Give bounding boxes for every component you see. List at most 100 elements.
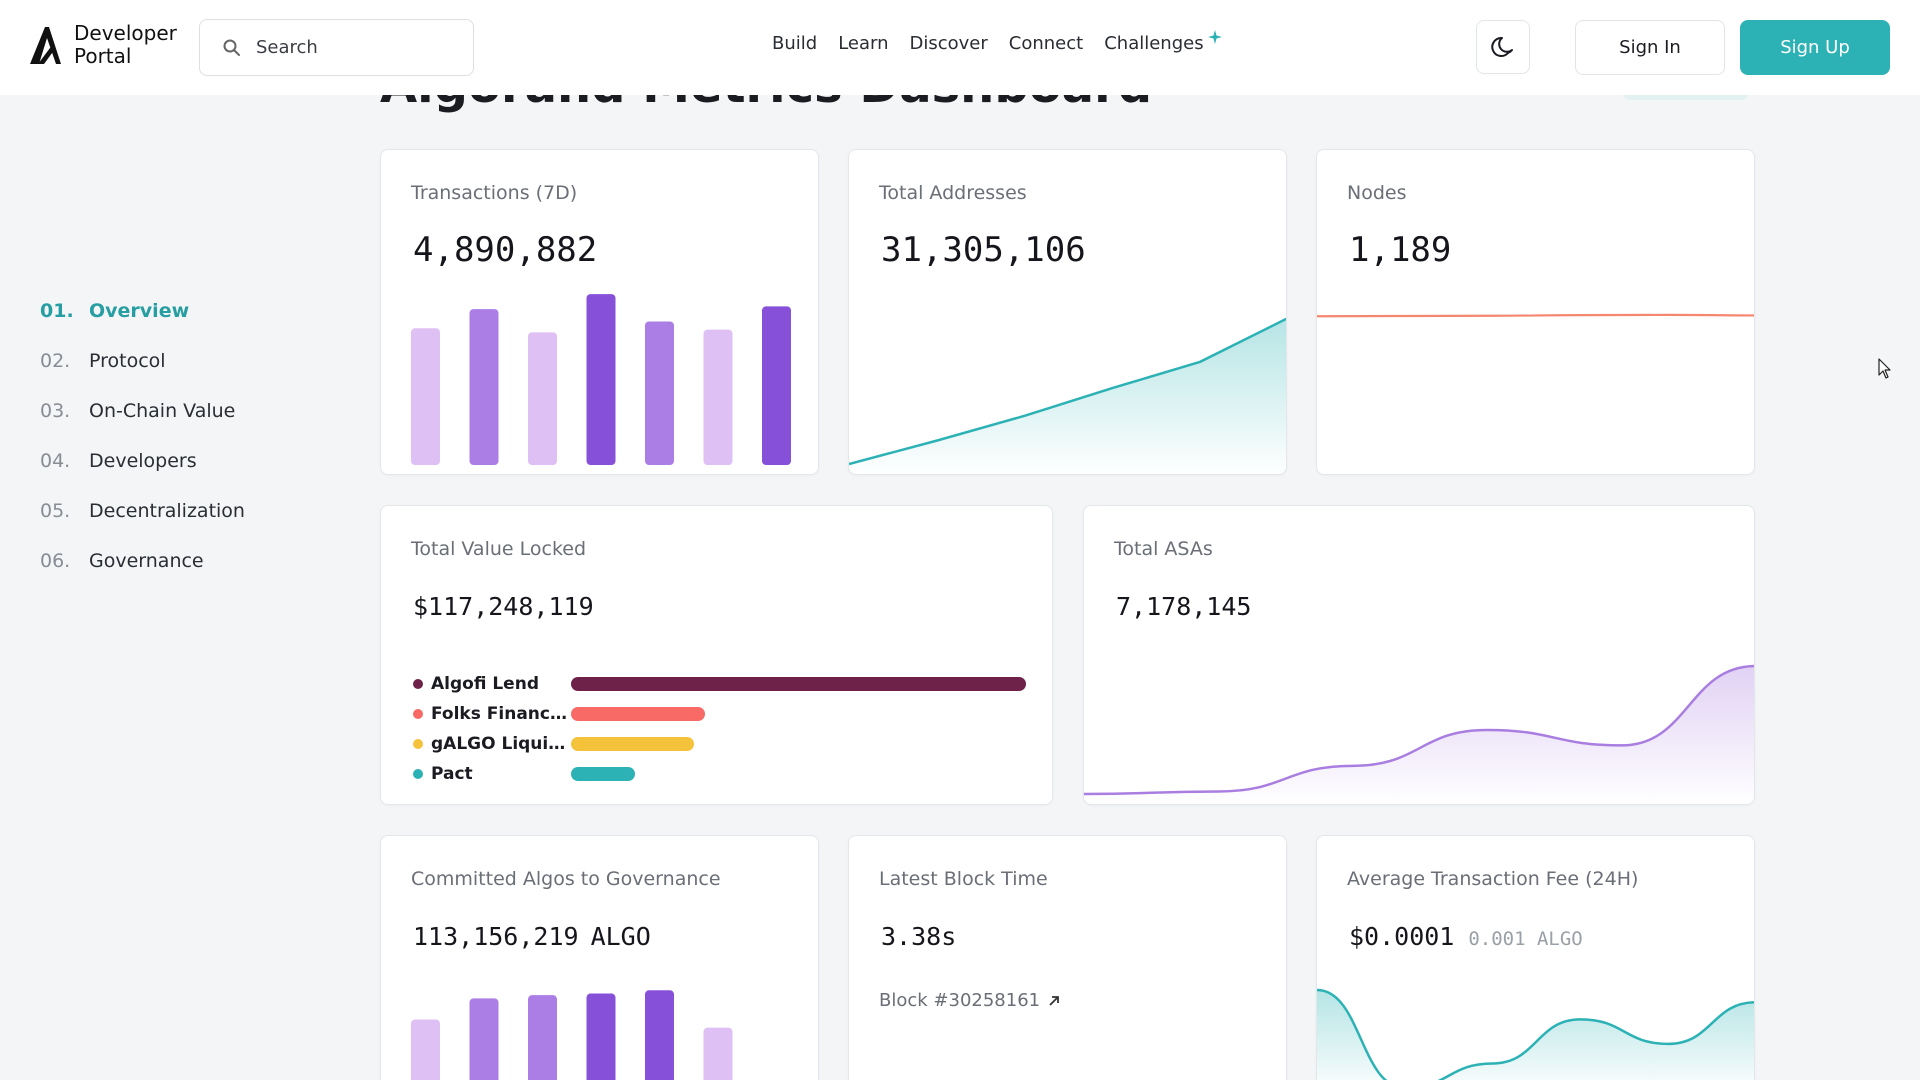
card-value: 3.38s	[881, 922, 957, 951]
nodes-line-chart	[1317, 313, 1754, 318]
bar	[469, 309, 499, 465]
card-value: 31,305,106	[881, 230, 1086, 270]
tvl-card: Total Value Locked $117,248,119 Algofi L…	[380, 505, 1053, 805]
search-icon	[223, 39, 240, 56]
sidebar-item-decentralization[interactable]: 05. Decentralization	[40, 486, 245, 536]
tvl-protocol-name: Algofi Lend	[431, 674, 539, 694]
asas-area-chart	[1084, 664, 1754, 804]
addresses-area-chart	[849, 317, 1286, 474]
card-value: 4,890,882	[413, 230, 598, 270]
addresses-card: Total Addresses 31,305,106	[848, 149, 1287, 475]
avg-fee-value: $0.0001	[1349, 922, 1455, 951]
governance-card: Committed Algos to Governance 113,156,21…	[380, 835, 819, 1080]
external-arrow-icon	[1049, 995, 1060, 1006]
block-link-label: Block #30258161	[879, 990, 1041, 1011]
card-label: Transactions (7D)	[411, 182, 578, 204]
sidebar-item-label: Decentralization	[89, 500, 245, 522]
area-fill	[1317, 990, 1754, 1080]
logo[interactable]: Developer Portal	[28, 22, 177, 68]
tvl-row: Pact	[413, 759, 1026, 789]
card-label: Total ASAs	[1114, 538, 1213, 560]
legend-dot	[413, 709, 423, 719]
area-fill	[849, 318, 1286, 474]
sidebar-item-developers[interactable]: 04. Developers	[40, 436, 245, 486]
area-fill	[1084, 666, 1754, 804]
sidebar-item-label: Developers	[89, 450, 197, 472]
sidebar-item-label: Overview	[89, 300, 190, 322]
sign-up-button[interactable]: Sign Up	[1740, 20, 1890, 75]
bar	[469, 998, 499, 1080]
avg-fee-card: Average Transaction Fee (24H) $0.0001 0.0…	[1316, 835, 1755, 1080]
tvl-bar-track	[571, 677, 1026, 691]
nav-learn[interactable]: Learn	[838, 33, 889, 54]
tvl-bar	[571, 707, 706, 721]
area-line	[849, 317, 1286, 466]
area-line	[1317, 988, 1754, 1080]
search-input[interactable]	[256, 37, 456, 58]
logo-line-2: Portal	[74, 44, 132, 68]
bar	[703, 329, 733, 465]
theme-toggle-button[interactable]	[1476, 20, 1530, 74]
tvl-bar-track	[571, 737, 1026, 751]
tvl-bar-track	[571, 707, 1026, 721]
nodes-card: Nodes 1,189	[1316, 149, 1755, 475]
avg-fee-algo: 0.001 ALGO	[1468, 928, 1583, 950]
card-label: Nodes	[1347, 182, 1407, 204]
sidebar-item-label: On-Chain Value	[89, 400, 236, 422]
nav-discover[interactable]: Discover	[909, 33, 988, 54]
tvl-row: Folks Finance ...	[413, 699, 1026, 729]
nav-connect[interactable]: Connect	[1008, 33, 1084, 54]
sidebar-item-number: 04.	[40, 450, 71, 472]
area-line	[1084, 664, 1754, 796]
tvl-bar	[571, 677, 1026, 691]
mouse-cursor-icon	[1878, 358, 1891, 379]
sidebar-item-number: 05.	[40, 500, 71, 522]
bar	[411, 328, 440, 465]
search-box[interactable]	[199, 19, 474, 76]
tvl-bar	[571, 737, 694, 751]
card-value: 7,178,145	[1116, 592, 1252, 621]
sidebar-item-governance[interactable]: 06. Governance	[40, 536, 245, 586]
line-series	[1317, 313, 1754, 318]
block-link[interactable]: Block #30258161	[879, 990, 1060, 1011]
avg-fee-area-chart	[1317, 988, 1754, 1080]
nav-challenges-label: Challenges	[1104, 33, 1204, 54]
card-value: 1,189	[1349, 230, 1452, 270]
sidebar-item-number: 02.	[40, 350, 71, 372]
sidebar-item-label: Governance	[89, 550, 204, 572]
bar	[411, 1019, 440, 1080]
main-nav: Build Learn Discover Connect Challenges	[772, 30, 1222, 54]
bar	[762, 306, 791, 465]
bar	[528, 995, 557, 1080]
sign-in-button[interactable]: Sign In	[1575, 20, 1725, 75]
top-header: Developer Portal Build Learn Discover Co…	[0, 0, 1920, 95]
nav-challenges[interactable]: Challenges	[1104, 30, 1222, 54]
transactions-card: Transactions (7D) 4,890,882	[380, 149, 819, 475]
transactions-bar-chart	[411, 294, 791, 465]
sidebar-item-protocol[interactable]: 02. Protocol	[40, 336, 245, 386]
sidebar-item-on-chain-value[interactable]: 03. On-Chain Value	[40, 386, 245, 436]
tvl-breakdown-list: Algofi Lend Folks Finance ... gALGO Liquid…	[413, 669, 1026, 789]
card-value: $0.0001 0.001 ALGO	[1349, 922, 1583, 951]
sidebar-item-overview[interactable]: 01. Overview	[40, 286, 245, 336]
section-sidebar: 01. Overview 02. Protocol 03. On-Chain V…	[40, 286, 245, 586]
governance-amount: 113,156,219	[413, 922, 579, 951]
nav-build[interactable]: Build	[772, 33, 818, 54]
legend-dot	[413, 679, 423, 689]
card-label: Total Value Locked	[411, 538, 587, 560]
bar	[645, 321, 674, 465]
sparkle-icon	[1207, 30, 1222, 44]
card-label: Average Transaction Fee (24H)	[1347, 868, 1639, 890]
legend-dot	[413, 739, 423, 749]
moon-icon	[1491, 36, 1513, 57]
asas-card: Total ASAs 7,178,145	[1083, 505, 1755, 805]
bar	[645, 990, 674, 1080]
bar	[703, 1027, 733, 1080]
block-time-card: Latest Block Time 3.38s Block #30258161	[848, 835, 1287, 1080]
legend-dot	[413, 769, 423, 779]
card-value: 113,156,219 ALGO	[413, 922, 651, 951]
tvl-row: gALGO Liquid G...	[413, 729, 1026, 759]
bar	[586, 294, 616, 465]
card-label: Committed Algos to Governance	[411, 868, 721, 890]
card-value: $117,248,119	[413, 592, 594, 621]
